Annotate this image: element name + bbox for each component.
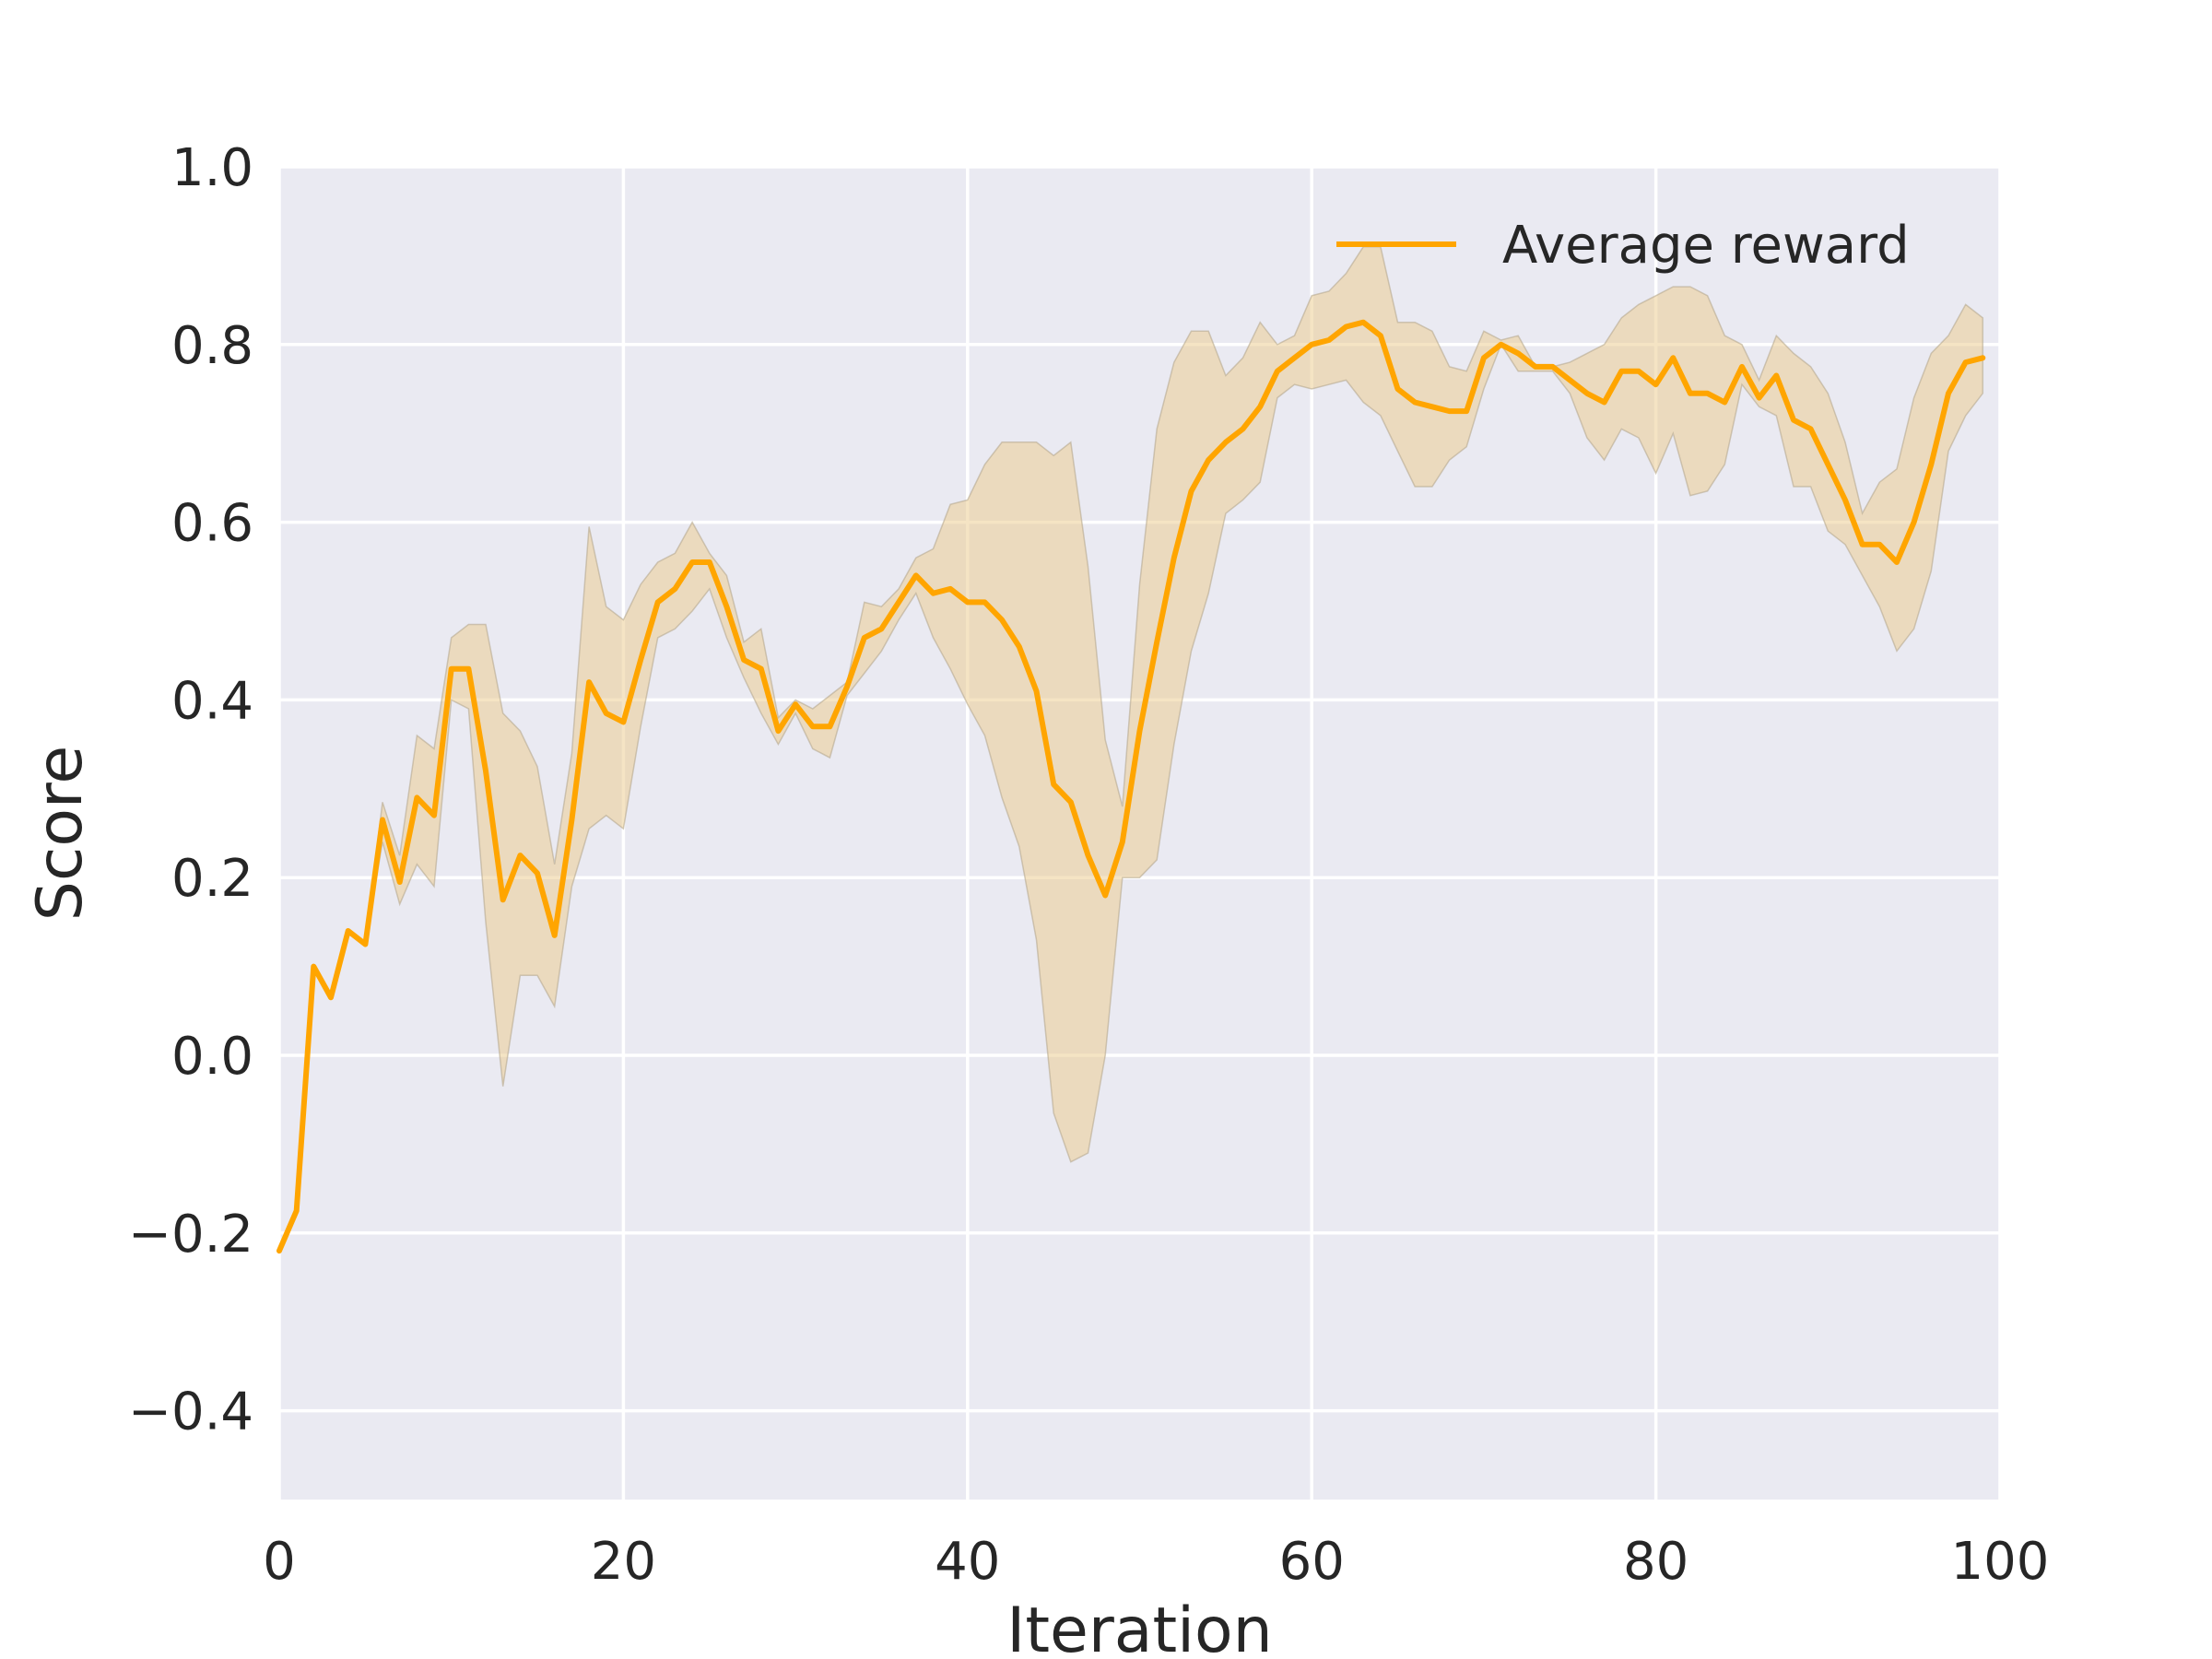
legend: Average reward bbox=[1336, 216, 1910, 276]
x-tick-label: 100 bbox=[1951, 1532, 2050, 1592]
y-tick-label: 0.4 bbox=[171, 671, 253, 731]
x-tick-labels: 0 20 40 60 80 100 bbox=[263, 1532, 2049, 1592]
legend-label: Average reward bbox=[1502, 216, 1910, 276]
y-tick-label: 0.2 bbox=[171, 849, 253, 909]
x-tick-label: 60 bbox=[1279, 1532, 1345, 1592]
y-tick-label: 0.6 bbox=[171, 494, 253, 554]
y-tick-label: 1.0 bbox=[171, 138, 253, 198]
x-tick-label: 0 bbox=[263, 1532, 296, 1592]
x-tick-label: 20 bbox=[591, 1532, 656, 1592]
x-tick-label: 40 bbox=[935, 1532, 1000, 1592]
y-tick-label: 0.8 bbox=[171, 316, 253, 376]
y-tick-label: 0.0 bbox=[171, 1027, 253, 1087]
y-axis-label: Score bbox=[24, 746, 97, 921]
x-tick-label: 80 bbox=[1623, 1532, 1688, 1592]
series-lines bbox=[276, 319, 1986, 1254]
series-line bbox=[276, 319, 1986, 1254]
y-tick-label: −0.2 bbox=[128, 1205, 253, 1265]
y-tick-label: −0.4 bbox=[128, 1382, 253, 1442]
y-tick-labels: −0.4 −0.2 0.0 0.2 0.4 0.6 0.8 1.0 bbox=[128, 138, 253, 1442]
x-axis-label: Iteration bbox=[1006, 1594, 1272, 1659]
